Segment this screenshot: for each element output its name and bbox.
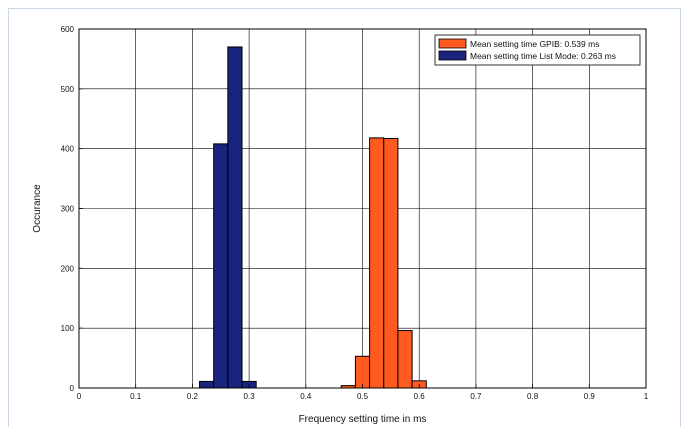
y-tick-label: 600 — [61, 25, 75, 34]
x-tick-label: 0.9 — [584, 392, 596, 401]
y-axis-label: Occurance — [32, 184, 43, 233]
legend-entry: Mean setting time List Mode: 0.263 ms — [470, 51, 616, 61]
x-tick-label: 0.6 — [414, 392, 426, 401]
x-tick-label: 0.7 — [470, 392, 482, 401]
y-axis-ticks: 0 100 200 300 400 500 600 — [61, 25, 83, 393]
x-axis-ticks: 0 0.1 0.2 0.3 0.4 0.5 0.6 0.7 0.8 0.9 1 — [77, 384, 649, 401]
histogram-bar-series-1 — [397, 330, 413, 389]
x-tick-label: 0.3 — [244, 392, 256, 401]
histogram-bar-series-2 — [227, 46, 243, 389]
grid — [79, 29, 646, 388]
x-tick-label: 0.8 — [527, 392, 539, 401]
x-tick-label: 0.4 — [300, 392, 312, 401]
x-tick-label: 0 — [77, 392, 82, 401]
legend-swatch — [438, 38, 467, 49]
x-tick-label: 1 — [644, 392, 649, 401]
y-tick-label: 500 — [61, 85, 75, 94]
histogram-bar-series-1 — [354, 355, 371, 389]
legend: Mean setting time GPIB: 0.539 ms Mean set… — [434, 34, 641, 66]
histogram-bar-series-2 — [213, 143, 229, 389]
legend-entry: Mean setting time GPIB: 0.539 ms — [470, 39, 599, 49]
y-tick-label: 400 — [61, 145, 75, 154]
y-tick-label: 300 — [61, 205, 75, 214]
histogram-bar-series-1 — [383, 137, 399, 389]
chart-panel — [8, 8, 681, 427]
x-tick-label: 0.2 — [187, 392, 199, 401]
histogram-bar-series-2 — [198, 380, 215, 389]
legend-swatch — [438, 50, 467, 61]
y-tick-label: 100 — [61, 324, 75, 333]
histogram-bars — [198, 46, 427, 389]
x-axis-label: Frequency setting time in ms — [299, 414, 427, 425]
histogram-bar-series-1 — [369, 137, 385, 389]
y-tick-label: 0 — [70, 384, 75, 393]
x-tick-label: 0.1 — [130, 392, 142, 401]
legend-box — [434, 34, 641, 66]
x-tick-label: 0.5 — [357, 392, 369, 401]
y-tick-label: 200 — [61, 264, 75, 273]
